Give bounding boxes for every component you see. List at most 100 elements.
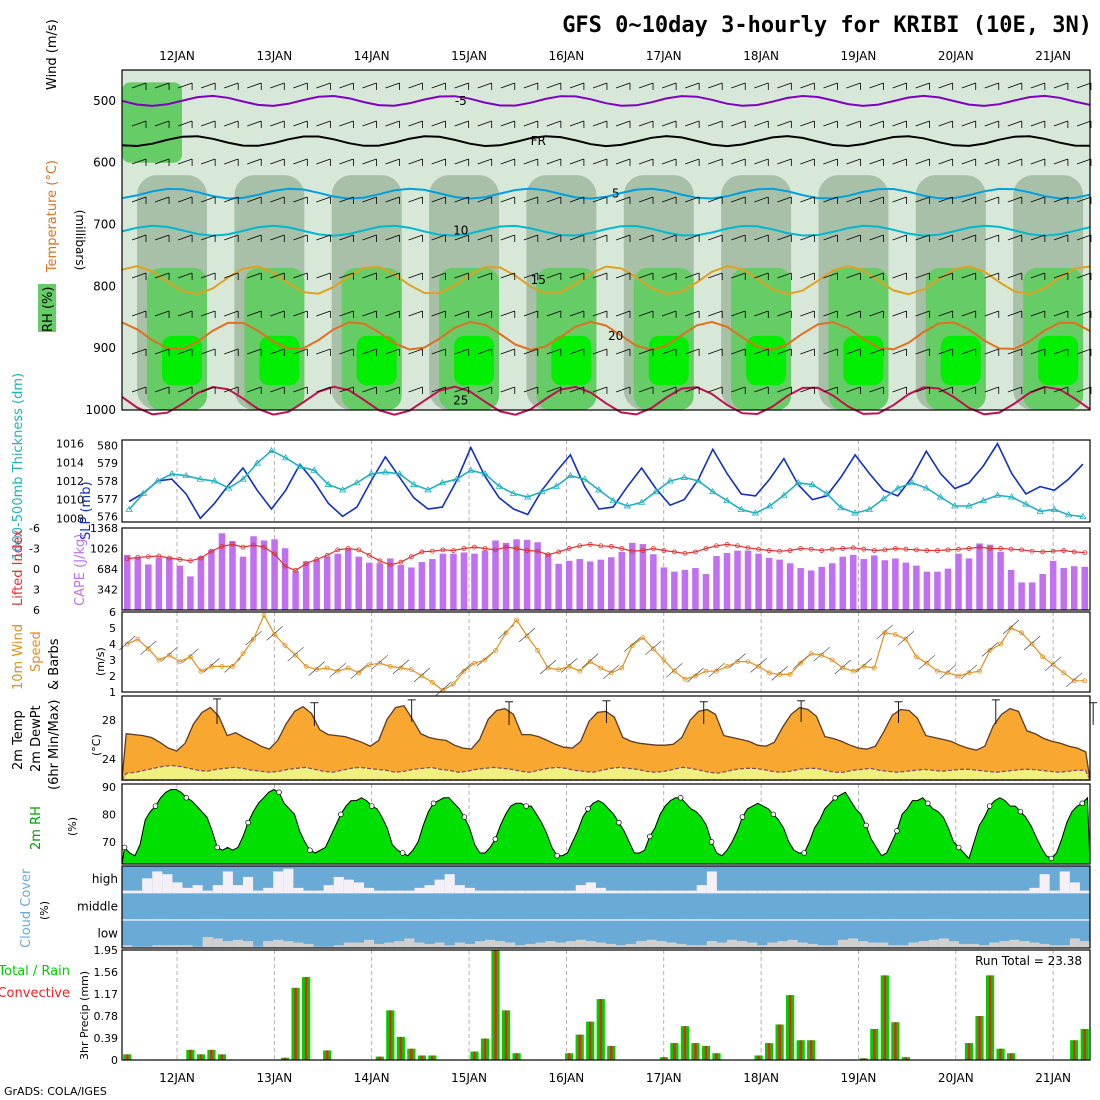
wind-barb xyxy=(731,120,746,127)
wind-barb-10m xyxy=(750,658,767,673)
cape-tick: 342 xyxy=(97,584,118,597)
wind-speed-marker xyxy=(671,668,677,674)
precip-convective-bar xyxy=(304,977,308,1060)
cloud-middle-bar xyxy=(212,919,223,921)
wind-barb xyxy=(800,234,815,241)
cloud-middle-bar xyxy=(646,919,657,921)
rh-2m-marker xyxy=(894,828,900,834)
cloud-middle-bar xyxy=(545,919,556,921)
cloud-middle-bar xyxy=(777,919,788,921)
cloud-high-bar xyxy=(979,890,990,894)
day-label-bottom: 19JAN xyxy=(841,1071,877,1085)
thickness-marker xyxy=(467,466,475,473)
rh-2m-marker xyxy=(214,844,221,851)
cloud-low-bar xyxy=(948,941,959,948)
wind-barb xyxy=(915,82,930,89)
wind-barb xyxy=(777,196,792,203)
wind-barb xyxy=(154,310,170,317)
wind-barb xyxy=(708,158,723,165)
wind-barb xyxy=(500,386,515,393)
cloud-middle-bar xyxy=(152,919,163,921)
wind-barb xyxy=(661,234,677,241)
wind-speed-marker xyxy=(640,635,646,640)
day-label-top: 16JAN xyxy=(549,49,585,63)
wind-barb xyxy=(362,196,377,203)
precip-convective-bar xyxy=(210,1049,213,1060)
cloud-middle-bar xyxy=(696,919,707,921)
cloud-low-bar xyxy=(817,945,828,948)
wind-barb-10m xyxy=(834,659,851,675)
wind-barb xyxy=(823,348,838,355)
cloud-high-bar xyxy=(142,878,153,894)
cloud-middle-bar xyxy=(827,919,838,921)
cape-bar xyxy=(976,543,983,610)
precip-convective-bar xyxy=(1083,1028,1086,1060)
cloud-high-bar xyxy=(192,885,203,894)
rh-tick: 80 xyxy=(102,808,116,821)
cape-bar xyxy=(229,541,236,610)
thickness-marker xyxy=(239,475,247,482)
cloud-high-bar xyxy=(404,890,415,894)
cape-bar xyxy=(365,562,373,610)
wind-barb xyxy=(592,348,608,355)
wind-barb xyxy=(201,348,216,355)
wind-speed-marker xyxy=(608,670,614,676)
cloud-high-bar xyxy=(837,890,848,894)
wind-barb xyxy=(431,158,446,165)
wind-barb xyxy=(408,82,423,89)
panel-frame-pr xyxy=(121,949,1091,1061)
wind-barb xyxy=(477,234,492,241)
cloud-middle-bar xyxy=(1079,919,1090,921)
rh-2m-marker xyxy=(677,795,684,801)
panel-frame-cc xyxy=(121,865,1091,949)
wind-barb xyxy=(892,234,907,241)
wind-barb-10m xyxy=(981,642,999,657)
thickness-line xyxy=(128,449,1083,518)
wind-axis-label-3: & Barbs xyxy=(47,638,62,690)
wind-barb xyxy=(615,158,631,165)
wind-barb xyxy=(131,196,147,203)
dewpt-axis-label: 2m DewPt xyxy=(29,705,44,772)
cloud-low-bar xyxy=(142,946,153,948)
cloud-high-bar xyxy=(212,885,223,894)
cloud-high-bar xyxy=(333,876,344,894)
wind-barb xyxy=(224,310,239,317)
wind-barb xyxy=(661,272,677,279)
cloud-high-bar xyxy=(626,890,637,894)
cloud-high-bar xyxy=(918,890,929,894)
wind-barb xyxy=(546,158,561,165)
wind-barb xyxy=(339,158,354,165)
wind-barb-10m xyxy=(392,659,410,675)
cape-bar xyxy=(187,576,194,610)
wind-speed-marker xyxy=(282,643,288,648)
cloud-high-bar xyxy=(1039,874,1050,894)
cape-bar xyxy=(702,574,710,610)
cloud-low-bar xyxy=(898,945,909,948)
wind-barb xyxy=(247,158,262,165)
cloud-high-bar xyxy=(313,890,324,894)
wind-barb xyxy=(224,348,239,355)
cape-bar xyxy=(639,544,647,610)
cloud-low-bar xyxy=(616,945,627,948)
wind-barb xyxy=(385,386,400,393)
cloud-middle-bar xyxy=(585,919,596,921)
cloud-high-bar xyxy=(757,890,768,894)
wind-barb xyxy=(869,272,884,279)
cape-bar xyxy=(923,571,931,610)
wind-barb xyxy=(961,386,976,393)
cape-bar xyxy=(734,550,741,610)
rh-2m-marker xyxy=(183,795,190,801)
wind-barb xyxy=(1030,158,1045,165)
wind-barb xyxy=(731,196,746,203)
wind-barb xyxy=(339,82,354,89)
cloud-low-bar xyxy=(565,941,576,948)
wind-barb xyxy=(431,386,446,393)
panel-frame-t2 xyxy=(121,695,1091,781)
rh-2m-marker xyxy=(338,811,344,818)
wind-barb xyxy=(846,196,861,203)
cloud-middle-bar xyxy=(948,919,959,921)
cloud-low-bar xyxy=(414,942,425,948)
cloud-low-bar xyxy=(1029,942,1040,948)
cloud-low-bar xyxy=(444,945,455,948)
wind-barb xyxy=(477,348,492,355)
